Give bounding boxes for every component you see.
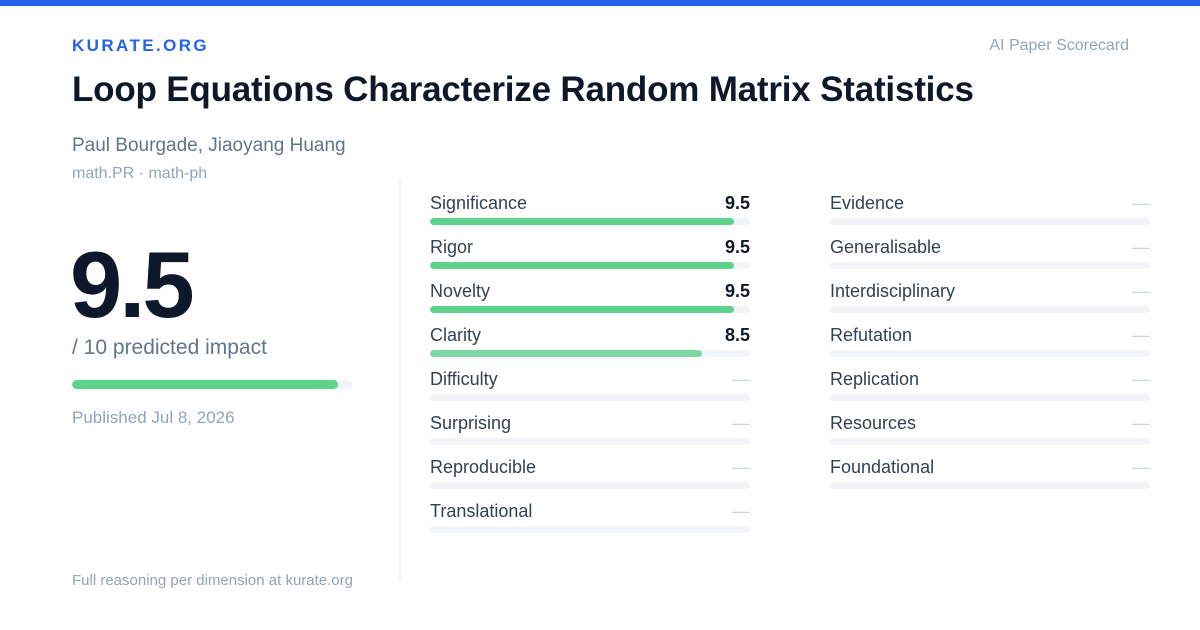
dimension-bar-fill [430,306,734,313]
dimension-bar [430,306,750,313]
dimension-bar [430,438,750,445]
dimension-bar [830,394,1150,401]
dimension-score: 9.5 [724,237,750,257]
paper-authors: Paul Bourgade, Jiaoyang Huang [72,135,346,156]
dimension-row-rigor: Rigor 9.5 [430,236,750,280]
dimension-name: Evidence [830,193,905,213]
dimension-score: — [732,457,750,477]
dimension-name: Reproducible [430,457,537,477]
dimension-bar [830,438,1150,445]
dimension-row-resources: Resources — [830,412,1150,456]
dimension-name: Novelty [430,281,491,301]
dimension-score: — [1132,281,1150,301]
dimension-score: — [1132,193,1150,213]
dimension-score: — [1132,237,1150,257]
dimension-bar [830,306,1150,313]
overall-score-bar-fill [72,380,338,389]
dimension-list-left: Significance 9.5 Rigor 9.5 Novelty 9.5 Clarity… [430,192,750,544]
dimension-row-generalisable: Generalisable — [830,236,1150,280]
dimension-score: 9.5 [724,193,750,213]
dimension-list-right: Evidence — Generalisable — Interdisciplinary… [830,192,1150,500]
dimension-score: 8.5 [724,325,750,345]
dimension-bar [430,482,750,489]
dimension-bar-fill [430,262,734,269]
dimension-name: Interdisciplinary [830,281,956,301]
dimension-row-interdisciplinary: Interdisciplinary — [830,280,1150,324]
published-date: Published Jul 8, 2026 [72,408,235,427]
dimension-bar [430,218,750,225]
dimension-name: Surprising [430,413,512,433]
dimension-bar [830,482,1150,489]
dimension-row-refutation: Refutation — [830,324,1150,368]
paper-title: Loop Equations Characterize Random Matri… [72,70,974,109]
dimension-name: Translational [430,501,533,521]
dimension-name: Resources [830,413,917,433]
column-divider [399,180,401,580]
dimension-bar-fill [430,350,702,357]
dimension-bar-fill [430,218,734,225]
dimension-row-difficulty: Difficulty — [430,368,750,412]
dimension-score: — [1132,325,1150,345]
dimension-score: — [1132,369,1150,389]
dimension-bar [830,350,1150,357]
dimension-name: Significance [430,193,528,213]
dimension-bar [830,218,1150,225]
dimension-bar [830,262,1150,269]
dimension-name: Replication [830,369,920,389]
dimension-score: — [732,501,750,521]
dimension-row-novelty: Novelty 9.5 [430,280,750,324]
dimension-row-significance: Significance 9.5 [430,192,750,236]
dimension-score: — [1132,457,1150,477]
footer-note: Full reasoning per dimension at kurate.o… [72,572,353,589]
dimension-name: Foundational [830,457,935,477]
dimension-score: — [732,413,750,433]
dimension-bar [430,526,750,533]
paper-categories: math.PR · math-ph [72,165,208,182]
dimension-name: Refutation [830,325,913,345]
dimension-row-surprising: Surprising — [430,412,750,456]
dimension-row-clarity: Clarity 8.5 [430,324,750,368]
dimension-name: Clarity [430,325,482,345]
dimension-row-replication: Replication — [830,368,1150,412]
dimension-name: Generalisable [830,237,942,257]
overall-score-label: / 10 predicted impact [72,336,267,359]
dimension-name: Rigor [430,237,474,257]
dimension-row-evidence: Evidence — [830,192,1150,236]
brand-logo[interactable]: KURATE.ORG [72,36,210,55]
dimension-score: 9.5 [724,281,750,301]
dimension-row-translational: Translational — [430,500,750,544]
tagline: AI Paper Scorecard [989,37,1129,54]
dimension-bar [430,350,750,357]
overall-score: 9.5 [70,232,195,337]
top-accent-bar [0,0,1200,6]
dimension-row-foundational: Foundational — [830,456,1150,500]
dimension-bar [430,262,750,269]
dimension-row-reproducible: Reproducible — [430,456,750,500]
dimension-score: — [1132,413,1150,433]
dimension-bar [430,394,750,401]
dimension-score: — [732,369,750,389]
dimension-name: Difficulty [430,369,498,389]
overall-score-bar [72,380,352,389]
